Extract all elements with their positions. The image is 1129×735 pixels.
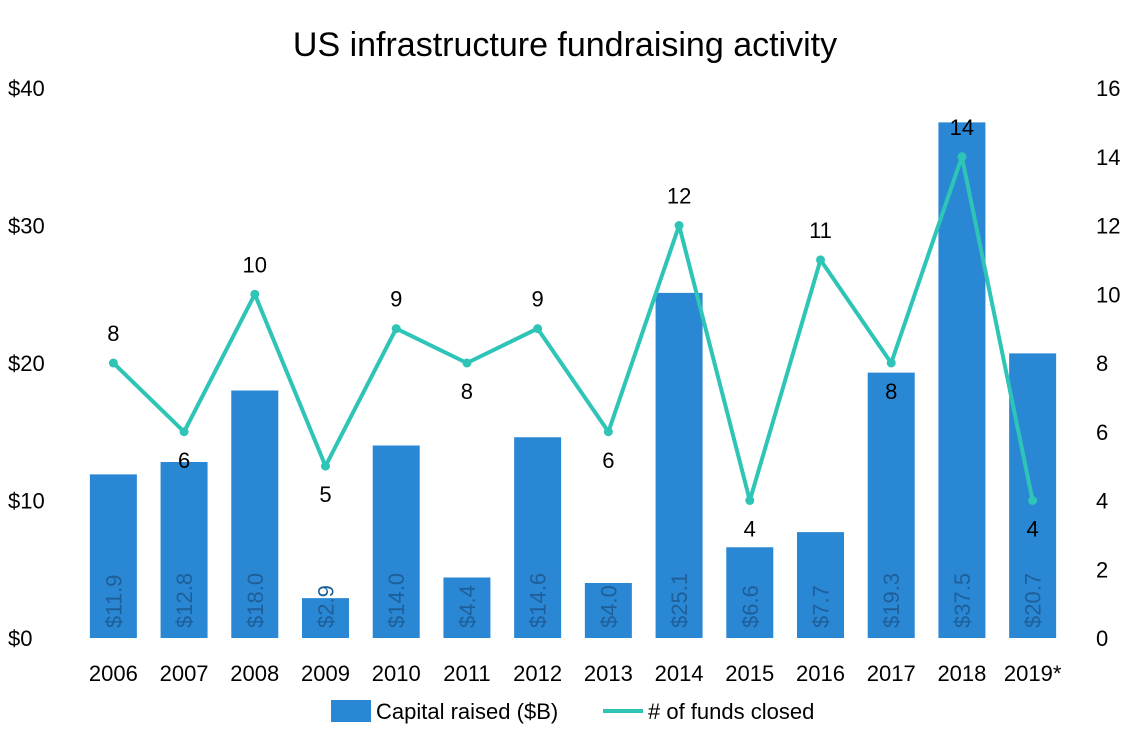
line-value-label: 8: [107, 321, 119, 346]
line-value-label: 6: [178, 448, 190, 473]
bar: [726, 547, 774, 638]
category-label: 2008: [230, 661, 279, 686]
bar: [160, 462, 208, 638]
line-value-label: 5: [319, 482, 331, 507]
line-value-label: 14: [950, 115, 974, 140]
chart-title: US infrastructure fundraising activity: [293, 26, 837, 64]
bar-value-label: $12.8: [172, 573, 197, 628]
category-label: 2007: [160, 661, 209, 686]
left-tick-label: $30: [8, 214, 45, 239]
right-tick-label: 10: [1096, 282, 1120, 307]
line-point: [321, 461, 330, 471]
line-point: [391, 324, 401, 334]
bar-value-label: $7.7: [809, 585, 834, 628]
bar-value-label: $11.9: [101, 575, 126, 628]
left-tick-label: $0: [8, 626, 32, 651]
legend-label-line: # of funds closed: [648, 699, 814, 724]
right-tick-label: 4: [1096, 489, 1108, 514]
bar-value-label: $2.9: [314, 585, 339, 628]
line-point: [603, 427, 613, 437]
category-label: 2017: [867, 661, 916, 686]
bar-value-label: $20.7: [1021, 573, 1046, 628]
bar: [584, 583, 632, 638]
bar-value-label: $37.5: [950, 573, 975, 628]
category-label: 2006: [89, 661, 138, 686]
line-point: [462, 358, 472, 368]
line-point: [1028, 496, 1038, 505]
line-value-label: 10: [243, 252, 267, 277]
line-value-label: 9: [390, 287, 402, 312]
category-label: 2010: [372, 661, 421, 686]
bar-value-label: $18.0: [243, 573, 268, 628]
category-axis: 2006 2007 2008 2009 2010 2011 2012 2013 2014 2015…: [89, 661, 1062, 686]
legend-swatch-bar: [331, 700, 371, 722]
left-axis: $0 $10 $20 $30 $40: [8, 76, 45, 651]
category-label: 2011: [443, 661, 490, 686]
category-label: 2018: [937, 661, 986, 686]
line-point: [957, 152, 967, 162]
left-tick-label: $20: [8, 351, 45, 376]
line-point: [179, 427, 189, 437]
right-tick-label: 6: [1096, 420, 1108, 445]
category-label: 2015: [725, 661, 774, 686]
line-point: [250, 289, 260, 299]
right-tick-label: 16: [1096, 76, 1120, 101]
right-axis: 0 2 4 6 8 10 12 14 16: [1096, 76, 1120, 651]
line-point: [674, 221, 684, 230]
category-label: 2013: [584, 661, 633, 686]
line-value-label: 8: [461, 379, 473, 404]
bar-value-label: $14.0: [384, 573, 409, 628]
bar: [514, 437, 562, 638]
line-point: [816, 255, 825, 265]
line-value-label: 12: [667, 184, 691, 209]
line-value-label: 6: [602, 448, 614, 473]
right-tick-label: 2: [1096, 557, 1108, 582]
line-value-label: 4: [1027, 517, 1039, 542]
line-point: [886, 358, 896, 368]
line-point: [745, 496, 755, 505]
bar: [443, 577, 491, 638]
line-point: [533, 324, 543, 334]
line-value-label: 8: [885, 379, 897, 404]
line-series: 8 6 10 5 9 8 9 6 12 4 11 8 14 4: [107, 115, 1039, 542]
bar: [231, 390, 279, 638]
bar: [655, 292, 703, 638]
bar-value-label: $6.6: [738, 585, 763, 628]
bar: [867, 372, 915, 638]
category-label: 2014: [655, 661, 704, 686]
bar: [302, 598, 349, 638]
line-value-label: 4: [744, 517, 756, 542]
category-label: 2019*: [1004, 661, 1062, 686]
right-tick-label: 12: [1096, 214, 1120, 239]
bar-series: $11.9 $12.8 $18.0 $2.9 $14.0 $4.4 $14.6 $4.0 $25…: [89, 122, 1057, 638]
left-tick-label: $40: [8, 76, 45, 101]
right-tick-label: 14: [1096, 145, 1120, 170]
bar-value-label: $25.1: [667, 573, 692, 628]
bar-value-label: $14.6: [526, 573, 551, 628]
category-label: 2009: [301, 661, 350, 686]
line-point: [108, 358, 118, 368]
bar: [372, 445, 420, 638]
line-value-label: 11: [809, 218, 832, 243]
right-tick-label: 8: [1096, 351, 1108, 376]
category-label: 2012: [513, 661, 562, 686]
right-tick-label: 0: [1096, 626, 1108, 651]
bar-value-label: $4.0: [596, 585, 621, 628]
legend: Capital raised ($B) # of funds closed: [331, 699, 814, 724]
line-path: [112, 154, 1035, 503]
bar-value-label: $4.4: [455, 585, 480, 628]
legend-label-bar: Capital raised ($B): [376, 699, 558, 724]
left-tick-label: $10: [8, 489, 45, 514]
line-value-label: 9: [532, 287, 544, 312]
category-label: 2016: [796, 661, 845, 686]
bar-value-label: $19.3: [879, 573, 904, 628]
bar: [89, 474, 137, 638]
bar: [797, 532, 844, 638]
